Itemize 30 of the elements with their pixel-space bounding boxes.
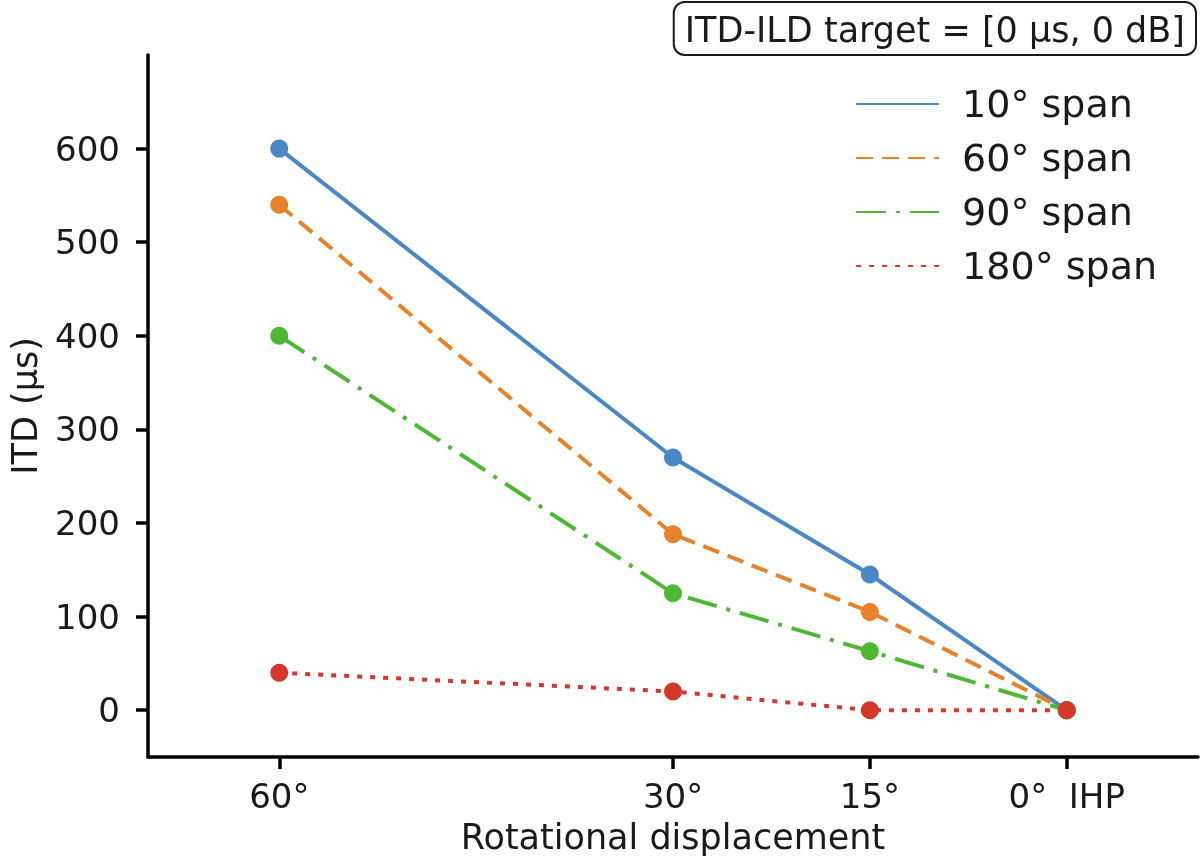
y-tick-label: 300 (55, 409, 120, 450)
y-tick-label: 200 (55, 503, 120, 543)
y-axis-title: ITD (μs) (4, 337, 45, 475)
y-tick-label: 600 (55, 128, 120, 169)
y-tick-label: 0 (98, 690, 120, 731)
text: ITD-ILD target = [0 μs, 0 dB] (684, 9, 1186, 50)
y-tick-label: 100 (55, 596, 120, 637)
legend-label: 180° span (962, 244, 1158, 288)
point (860, 602, 879, 621)
legend-label: 60° span (962, 136, 1133, 180)
point (860, 642, 879, 661)
legend-label: 10° span (962, 82, 1133, 126)
legend-label: 90° span (962, 190, 1133, 234)
point (664, 682, 682, 701)
point (860, 565, 879, 584)
x-tick-label: 0° IHP (1008, 776, 1125, 816)
point (860, 701, 879, 720)
x-tick-label: 15° (839, 776, 901, 816)
y-tick-label: 500 (55, 222, 120, 263)
x-tick-label: 60° (249, 776, 310, 816)
x-tick-label: 30° (642, 776, 704, 816)
point (664, 584, 682, 603)
point (270, 139, 289, 158)
point (664, 525, 682, 544)
x-axis-title: Rotational displacement (460, 816, 886, 857)
point (270, 195, 289, 214)
point (270, 326, 289, 345)
y-tick-label: 400 (55, 315, 120, 356)
point (270, 663, 289, 682)
point (664, 448, 682, 467)
